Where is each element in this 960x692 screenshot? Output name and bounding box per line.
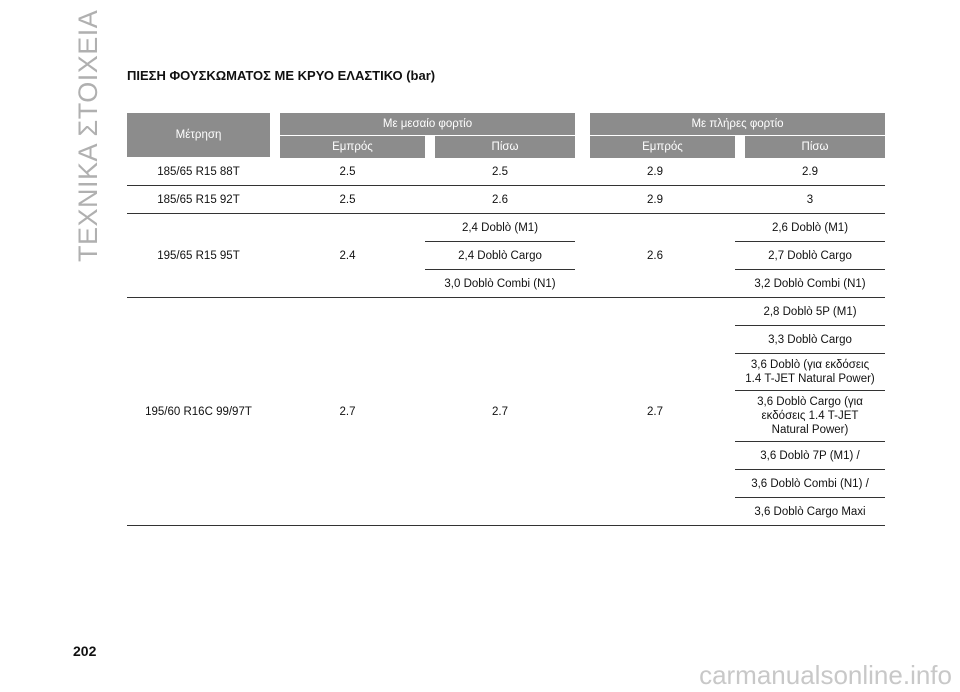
header-cell: Μέτρηση bbox=[127, 113, 270, 158]
row: 185/65 R15 92T 2.5 2.6 2.9 3 bbox=[127, 186, 885, 214]
row: 3,6 Doblò Cargo (για εκδόσεις 1.4 T-JET … bbox=[127, 391, 885, 442]
row: 3,6 Doblò Combi (N1) / bbox=[127, 470, 885, 498]
pressure-table: Μέτρηση Με μεσαίο φορτίο Με πλήρες φορτί… bbox=[127, 113, 885, 526]
header-cell: Με πλήρες φορτίο bbox=[575, 113, 885, 136]
cell: 3,6 Doblò Cargo (για εκδόσεις 1.4 T-JET … bbox=[735, 391, 885, 442]
cell: 2.7 bbox=[425, 298, 575, 526]
cell: 2.7 bbox=[575, 298, 735, 526]
cell: 2,7 Doblò Cargo bbox=[735, 242, 885, 270]
header-row: Εμπρός Πίσω Εμπρός Πίσω bbox=[127, 136, 885, 158]
cell: 185/65 R15 88T bbox=[127, 158, 270, 186]
cell: 2.4 bbox=[270, 214, 425, 298]
header-row: Μέτρηση Με μεσαίο φορτίο Με πλήρες φορτί… bbox=[127, 113, 885, 158]
row: 2,4 Doblò Cargo 2,7 Doblò Cargo bbox=[127, 242, 885, 270]
cell: 3 bbox=[735, 186, 885, 214]
row: 3,6 Doblò Cargo Maxi bbox=[127, 498, 885, 526]
row: 3,6 Doblò (για εκδόσεις 1.4 T-JET Natura… bbox=[127, 354, 885, 391]
header-cell: Εμπρός bbox=[270, 136, 425, 158]
cell: 2.5 bbox=[270, 158, 425, 186]
cell: 2.9 bbox=[575, 158, 735, 186]
page-number: 202 bbox=[73, 643, 97, 659]
header-cell: Πίσω bbox=[425, 136, 575, 158]
cell: 3,2 Doblò Combi (N1) bbox=[735, 270, 885, 298]
cell: 195/60 R16C 99/97T bbox=[127, 298, 270, 526]
cell: 2.6 bbox=[425, 186, 575, 214]
cell: 2.9 bbox=[735, 158, 885, 186]
row: 185/65 R15 88T 2.5 2.5 2.9 2.9 bbox=[127, 158, 885, 186]
cell: 2.7 bbox=[270, 298, 425, 526]
header-cell: Πίσω bbox=[735, 136, 885, 158]
row: 195/60 R16C 99/97T 2.7 2.7 2.7 2,8 Doblò… bbox=[127, 298, 885, 526]
cell: 2.9 bbox=[575, 186, 735, 214]
cell: 2.5 bbox=[425, 158, 575, 186]
cell: 3,6 Doblò (για εκδόσεις 1.4 T-JET Natura… bbox=[735, 354, 885, 391]
cell: 3,6 Doblò Combi (N1) / bbox=[735, 470, 885, 498]
cell: 2.6 bbox=[575, 214, 735, 298]
sidebar-title: ΤΕΧΝΙΚΑ ΣΤΟΙΧΕΙΑ bbox=[73, 9, 103, 262]
cell: 2,8 Doblò 5P (M1) bbox=[735, 298, 885, 326]
row: 195/65 R15 95T 2.4 2,4 Doblò (M1) 2.6 2,… bbox=[127, 214, 885, 298]
header-cell: Εμπρός bbox=[575, 136, 735, 158]
cell: 3,6 Doblò Cargo Maxi bbox=[735, 498, 885, 526]
watermark: carmanualsonline.info bbox=[699, 660, 952, 690]
title: ΠΙΕΣΗ ΦΟΥΣΚΩΜΑΤΟΣ ΜΕ ΚΡΥΟ ΕΛΑΣΤΙΚΟ (bar) bbox=[127, 68, 436, 83]
row: 3,6 Doblò 7P (M1) / bbox=[127, 442, 885, 470]
row: 3,0 Doblò Combi (N1) 3,2 Doblò Combi (N1… bbox=[127, 270, 885, 298]
cell: 3,3 Doblò Cargo bbox=[735, 326, 885, 354]
cell: 2,6 Doblò (M1) bbox=[735, 214, 885, 242]
row: 3,3 Doblò Cargo bbox=[127, 326, 885, 354]
cell: 3,6 Doblò 7P (M1) / bbox=[735, 442, 885, 470]
cell: 2.5 bbox=[270, 186, 425, 214]
cell: 2,4 Doblò (M1) bbox=[425, 214, 575, 242]
cell: 2,4 Doblò Cargo bbox=[425, 242, 575, 270]
cell: 185/65 R15 92T bbox=[127, 186, 270, 214]
header-cell: Με μεσαίο φορτίο bbox=[270, 113, 575, 136]
cell: 195/65 R15 95T bbox=[127, 214, 270, 298]
cell: 3,0 Doblò Combi (N1) bbox=[425, 270, 575, 298]
